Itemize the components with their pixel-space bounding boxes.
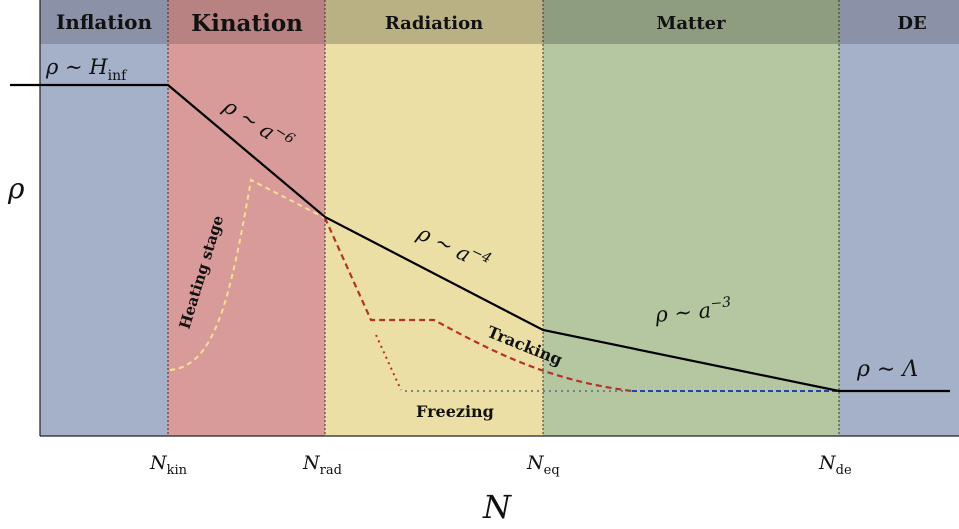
freezing-drop: [375, 334, 402, 391]
tick-eq: Neq: [526, 452, 560, 478]
era-matter-band: [543, 0, 839, 436]
era-kination-band: [168, 0, 325, 436]
y-axis-label: ρ: [7, 172, 25, 205]
tick-rad: Nrad: [302, 452, 342, 478]
era-kination-header: [168, 0, 325, 44]
era-radiation-header: [325, 0, 543, 44]
background-density-curve: [10, 83, 950, 393]
heating-curve: [169, 178, 326, 371]
tracking-curve: [323, 217, 633, 393]
era-kination-label: Kination: [191, 10, 303, 37]
era-de-header: [839, 0, 959, 44]
de-annotation: ρ ∼ Λ: [856, 357, 918, 382]
freezing-label: Freezing: [416, 402, 494, 421]
inflation-annotation: ρ ∼ Hinf: [45, 55, 128, 84]
era-inflation-label: Inflation: [56, 10, 153, 34]
era-inflation-band: [40, 0, 168, 436]
era-inflation-header: [40, 0, 168, 44]
era-boundaries: [167, 0, 840, 436]
era-de-label: DE: [897, 13, 926, 34]
era-radiation-band: [325, 0, 543, 436]
matter-annotation: ρ ∼ a−3: [653, 294, 733, 327]
era-de-band: [839, 0, 959, 436]
era-matter-header: [543, 0, 839, 44]
x-axis-label: N: [482, 488, 512, 526]
era-matter-label: Matter: [656, 13, 726, 34]
era-radiation-label: Radiation: [385, 13, 483, 34]
tick-de: Nde: [818, 452, 852, 478]
tick-kin: Nkin: [149, 452, 188, 478]
